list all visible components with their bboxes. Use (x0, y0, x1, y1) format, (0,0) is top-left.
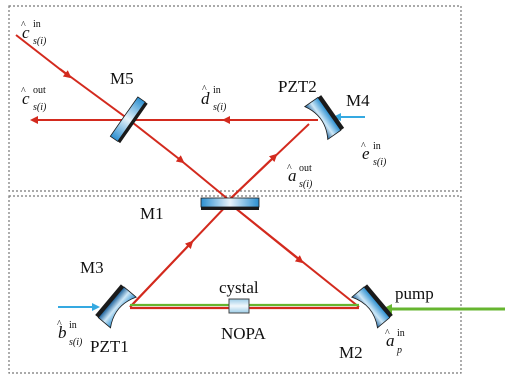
m3-mirror (95, 284, 138, 329)
svg-text:d: d (201, 89, 210, 108)
label-pzt1: PZT1 (90, 337, 129, 356)
lower-dashed-box (8, 195, 462, 374)
beam-m1-to-m2-arrow (228, 202, 304, 264)
beam-m3-to-m1-arrow (129, 240, 194, 308)
m1-mirror (200, 197, 260, 210)
svg-text:s(i): s(i) (213, 102, 227, 113)
svg-text:e: e (362, 144, 370, 163)
symbol-a-out: a ^ out s(i) (287, 163, 313, 190)
label-nopa: NOPA (221, 324, 266, 343)
beam-c-in (59, 68, 129, 120)
label-crystal: cystal (219, 278, 259, 297)
svg-text:^: ^ (21, 20, 26, 31)
svg-text:out: out (33, 85, 46, 96)
nopa-crystal (228, 298, 250, 314)
label-m2: M2 (339, 343, 363, 362)
svg-text:in: in (33, 19, 41, 30)
symbol-e-in: e ^ in s(i) (361, 141, 387, 168)
svg-text:b: b (58, 323, 67, 342)
svg-text:s(i): s(i) (299, 179, 313, 190)
svg-text:in: in (373, 141, 381, 152)
svg-text:^: ^ (21, 86, 26, 97)
svg-text:^: ^ (202, 84, 207, 95)
svg-text:a: a (386, 331, 395, 350)
svg-text:s(i): s(i) (69, 337, 83, 348)
svg-text:p: p (396, 345, 402, 356)
svg-text:c: c (22, 89, 30, 108)
pzt2-mirror (303, 95, 345, 141)
m2-mirror (350, 284, 393, 329)
label-m5: M5 (110, 69, 134, 88)
svg-text:^: ^ (57, 319, 62, 330)
label-pzt2: PZT2 (278, 77, 317, 96)
svg-text:s(i): s(i) (33, 102, 47, 113)
label-m3: M3 (80, 258, 104, 277)
svg-text:out: out (299, 163, 312, 174)
label-pump: pump (395, 284, 434, 303)
svg-text:in: in (213, 85, 221, 96)
symbol-d-in: d ^ in s(i) (201, 84, 227, 113)
svg-text:in: in (69, 320, 77, 331)
svg-text:c: c (22, 23, 30, 42)
symbol-c-out: c ^ out s(i) (21, 85, 47, 113)
beam-m5-to-m1-arrow (127, 118, 185, 164)
svg-text:^: ^ (385, 328, 390, 339)
symbol-b-in: b ^ in s(i) (57, 319, 83, 348)
symbol-c-in: c ^ in s(i) (21, 19, 47, 47)
svg-text:s(i): s(i) (33, 36, 47, 47)
beam-a-out-arrow (228, 153, 278, 201)
svg-text:in: in (397, 328, 405, 339)
svg-text:s(i): s(i) (373, 157, 387, 168)
upper-dashed-box (8, 5, 462, 192)
svg-text:^: ^ (287, 163, 292, 174)
label-m4: M4 (346, 91, 370, 110)
m5-mirror (109, 96, 148, 144)
symbol-a-p-in: a ^ in p (385, 328, 405, 356)
label-m1: M1 (140, 204, 164, 223)
svg-text:a: a (288, 166, 297, 185)
beam-m5-to-m1 (177, 157, 230, 201)
svg-text:^: ^ (361, 141, 366, 152)
